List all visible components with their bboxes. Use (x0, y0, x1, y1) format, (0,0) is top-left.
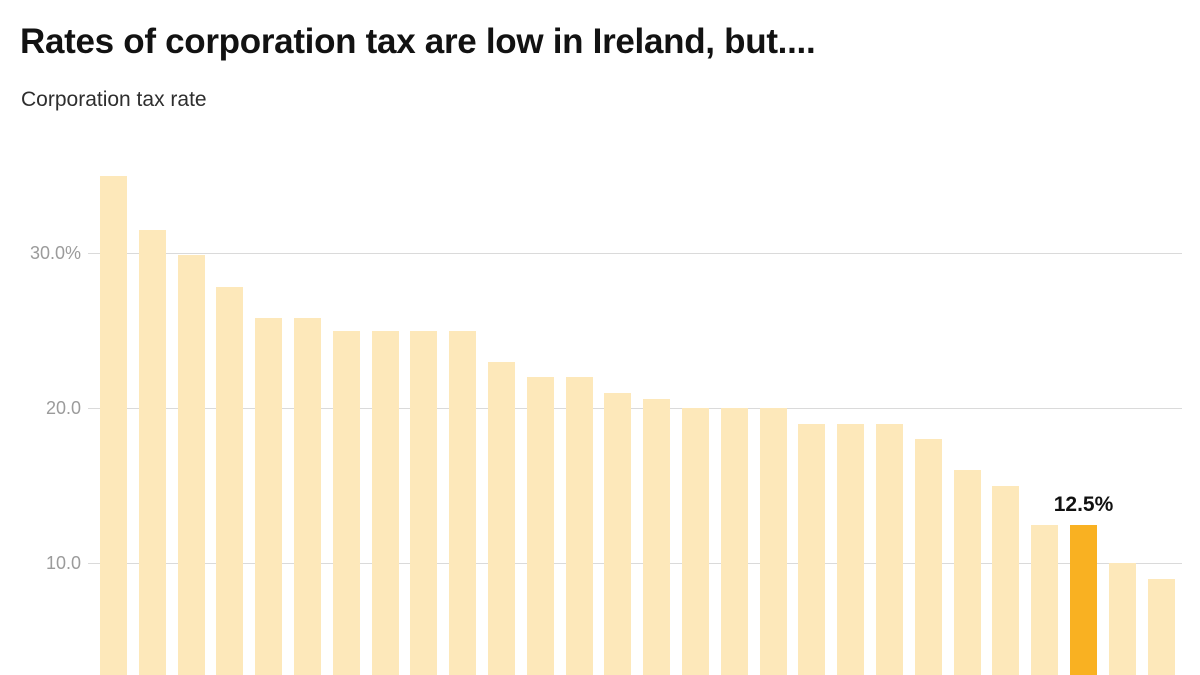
y-tick-label-20: 20.0 (45, 398, 81, 419)
bar (604, 392, 632, 675)
bar (1108, 563, 1136, 675)
bar (410, 330, 438, 675)
bar (565, 377, 593, 675)
bar (100, 175, 127, 675)
gridline-30 (88, 252, 1182, 255)
chart-subtitle: Corporation tax rate (21, 88, 207, 111)
bar (255, 318, 283, 675)
y-tick-label-30: 30.0% (29, 243, 81, 264)
highlight-value-label: 12.5% (1053, 492, 1114, 516)
bar (216, 287, 244, 675)
bar (371, 330, 399, 675)
bar (992, 485, 1020, 675)
bar (294, 318, 321, 675)
bar (1147, 578, 1175, 675)
bar (798, 423, 826, 675)
bar (914, 439, 942, 675)
bar (876, 423, 903, 675)
bar (682, 408, 709, 675)
bar (332, 330, 360, 675)
bar-highlighted-ireland (1070, 524, 1097, 675)
bar (1031, 524, 1059, 675)
bar (720, 408, 748, 675)
gridline-10 (88, 562, 1182, 565)
bar (449, 330, 477, 675)
gridline-20 (88, 407, 1182, 410)
bar (138, 230, 166, 675)
bar (488, 361, 515, 675)
bar (643, 399, 671, 675)
chart-title: Rates of corporation tax are low in Irel… (20, 22, 816, 61)
bar (526, 377, 554, 675)
bar (953, 470, 981, 675)
bar (177, 254, 205, 675)
bar (759, 408, 787, 675)
y-tick-label-10: 10.0 (45, 553, 81, 574)
bar (837, 423, 865, 675)
